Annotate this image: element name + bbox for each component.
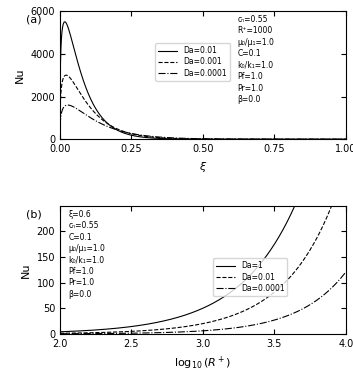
Da=0.0001 [58, 332, 62, 336]
Da=0.001 [197, 137, 201, 141]
Text: ξ=0.6
cₙ=0.55
C=0.1
μ₀/μ₁=1.0
k₀/k₁=1.0
Pf=1.0
Pr=1.0
β=0.0: ξ=0.6 cₙ=0.55 C=0.1 μ₀/μ₁=1.0 k₀/k₁=1.0 … [68, 210, 106, 299]
Legend: Da=0.01, Da=0.001, Da=0.0001: Da=0.01, Da=0.001, Da=0.0001 [155, 43, 230, 81]
Da=0.0001 [213, 328, 217, 332]
Da=0.01 [213, 319, 217, 323]
Da=0.01 [228, 314, 232, 319]
Da=0.001 [190, 137, 194, 141]
Da=0.01 [336, 137, 340, 141]
X-axis label: $\xi$: $\xi$ [199, 160, 207, 174]
X-axis label: $\log_{10}(R^+)$: $\log_{10}(R^+)$ [174, 354, 232, 371]
Da=0.0001 [66, 103, 70, 107]
Da=0.01 [62, 20, 67, 24]
Da=1 [344, 18, 348, 23]
Da=0.0001 [336, 137, 340, 141]
Da=1 [337, 54, 341, 58]
Da=0.0001 [292, 311, 297, 315]
Da=1 [194, 309, 198, 313]
Da=0.01 [190, 137, 194, 141]
Da=0.01 [344, 162, 348, 167]
Da=1 [58, 329, 62, 334]
Da=0.001 [73, 82, 77, 87]
Da=0.01 [283, 137, 287, 141]
Da=0.001 [336, 137, 340, 141]
Da=0.01 [337, 183, 341, 188]
Da=0.0001 [344, 270, 348, 274]
Da=0.0001 [344, 137, 348, 141]
Line: Da=0.001: Da=0.001 [60, 75, 346, 139]
Da=0.01 [196, 322, 200, 327]
Da=0.001 [336, 137, 340, 141]
Da=0.0001 [228, 326, 232, 331]
Line: Da=0.01: Da=0.01 [60, 164, 346, 333]
Y-axis label: Nu: Nu [15, 68, 25, 83]
Y-axis label: Nu: Nu [21, 262, 31, 278]
Da=0.0001 [336, 137, 340, 141]
Da=0.01 [197, 137, 201, 141]
Da=0.0001 [58, 123, 62, 128]
Line: Da=0.0001: Da=0.0001 [60, 105, 346, 139]
Legend: Da=1, Da=0.01, Da=0.0001: Da=1, Da=0.01, Da=0.0001 [213, 258, 287, 296]
Da=0.01 [336, 137, 340, 141]
Da=0.01 [73, 50, 77, 54]
Da=1 [228, 290, 232, 295]
Line: Da=0.0001: Da=0.0001 [60, 272, 346, 334]
Da=0.001 [64, 73, 68, 78]
Da=0.0001 [337, 278, 341, 282]
Da=1 [196, 308, 200, 313]
Da=0.01 [194, 323, 198, 327]
Da=0.0001 [190, 136, 194, 141]
Da=0.0001 [194, 329, 198, 334]
Line: Da=0.01: Da=0.01 [60, 22, 346, 139]
Da=0.01 [58, 82, 62, 86]
Text: (a): (a) [26, 15, 41, 25]
Text: cₙ=0.55
R⁺=1000
μ₀/μ₁=1.0
C=0.1
k₀/k₁=1.0
Pf=1.0
Pr=1.0
β=0.0: cₙ=0.55 R⁺=1000 μ₀/μ₁=1.0 C=0.1 k₀/k₁=1.… [237, 15, 274, 104]
Da=0.0001 [197, 137, 201, 141]
Da=0.0001 [73, 105, 77, 110]
Da=0.01 [344, 137, 348, 141]
Da=0.001 [58, 109, 62, 114]
Da=0.0001 [196, 329, 200, 334]
Da=0.0001 [283, 137, 287, 141]
Da=1 [292, 204, 297, 209]
Text: (b): (b) [26, 210, 41, 220]
Da=0.01 [292, 270, 297, 275]
Line: Da=1: Da=1 [60, 20, 346, 332]
Da=0.001 [283, 137, 287, 141]
Da=1 [213, 300, 217, 305]
Da=0.001 [344, 137, 348, 141]
Da=0.01 [58, 331, 62, 335]
